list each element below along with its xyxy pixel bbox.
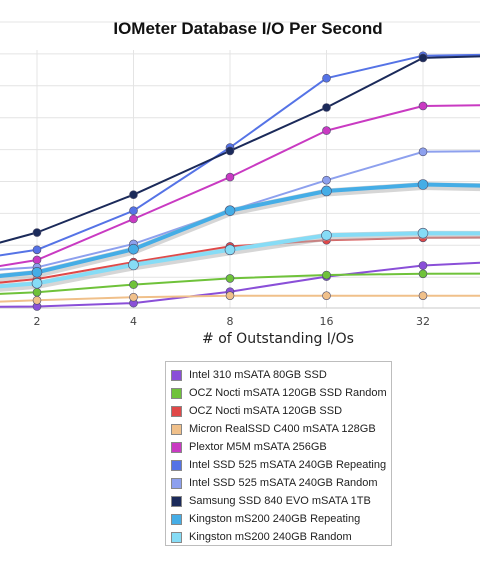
legend-swatch [171,423,182,435]
data-point [224,244,236,256]
data-point [224,205,236,216]
legend-item: Intel 310 mSATA 80GB SSD [166,366,391,384]
legend-item: Kingston mS200 240GB Repeating [166,510,391,528]
legend-item: OCZ Nocti mSATA 120GB SSD [166,402,391,420]
data-point [322,103,331,112]
data-point [418,269,428,279]
legend-label: Plextor M5M mSATA 256GB [189,441,327,453]
x-tick-label: 16 [320,315,334,328]
legend-item: Samsung SSD 840 EVO mSATA 1TB [166,492,391,510]
legend-label: OCZ Nocti mSATA 120GB SSD Random [189,387,387,399]
legend-label: Intel SSD 525 mSATA 240GB Random [189,477,378,489]
data-point [129,206,138,215]
data-point [129,214,138,224]
data-point [417,179,429,190]
data-point [322,175,331,185]
series-line [0,294,480,303]
legend-swatch [171,387,182,399]
data-point [321,185,332,197]
legend-label: Kingston mS200 240GB Repeating [189,513,361,525]
data-point [128,259,139,271]
chart-title: IOMeter Database I/O Per Second [113,19,383,38]
data-point [322,73,331,83]
legend: Intel 310 mSATA 80GB SSD OCZ Nocti mSATA … [165,361,392,546]
data-point [225,172,235,182]
data-point [32,287,42,297]
data-point [32,245,42,255]
data-point [32,255,42,265]
data-point [418,53,428,63]
legend-label: Kingston mS200 240GB Random [189,531,352,543]
data-point [418,261,428,270]
legend-swatch [171,459,182,471]
legend-label: OCZ Nocti mSATA 120GB SSD [189,405,343,417]
data-point [418,101,428,111]
legend-swatch [171,513,182,525]
data-point [32,228,42,237]
legend-swatch [171,369,182,381]
legend-swatch [171,477,182,489]
legend-item: Micron RealSSD C400 mSATA 128GB [166,420,391,438]
legend-item: OCZ Nocti mSATA 120GB SSD Random [166,384,391,402]
data-point [31,278,43,289]
data-point [32,295,42,305]
x-tick-labels: 2 4 8 16 32 [34,315,431,328]
legend-swatch [171,441,182,453]
data-point [418,147,428,157]
data-point [128,243,139,255]
data-point [321,230,332,241]
legend-swatch [171,531,182,543]
series-lines [0,51,480,311]
data-point [418,291,428,300]
legend-label: Intel 310 mSATA 80GB SSD [189,369,327,381]
legend-item: Plextor M5M mSATA 256GB [166,438,391,456]
data-point [225,291,235,300]
data-point [322,126,331,135]
legend-item: Intel SSD 525 mSATA 240GB Random [166,474,391,492]
legend-item: Intel SSD 525 mSATA 240GB Repeating [166,456,391,474]
data-point [322,270,331,280]
x-tick-label: 2 [34,315,41,328]
x-tick-label: 4 [130,315,137,328]
data-point [225,146,235,156]
data-point [129,292,138,302]
legend-swatch [171,405,182,417]
x-axis-label: # of Outstanding I/Os [202,331,354,347]
legend-label: Micron RealSSD C400 mSATA 128GB [189,423,376,435]
data-point [31,266,43,278]
plot-area: 2 4 8 16 32 [0,21,480,328]
data-point [417,227,429,239]
data-point [225,274,235,283]
legend-label: Samsung SSD 840 EVO mSATA 1TB [189,495,371,507]
legend-swatch [171,495,182,507]
data-point [129,190,138,199]
data-point [129,280,138,289]
legend-label: Intel SSD 525 mSATA 240GB Repeating [189,459,387,471]
x-tick-label: 8 [227,315,234,328]
legend-item: Kingston mS200 240GB Random [166,528,391,546]
data-point [322,291,331,300]
x-tick-label: 32 [416,315,430,328]
